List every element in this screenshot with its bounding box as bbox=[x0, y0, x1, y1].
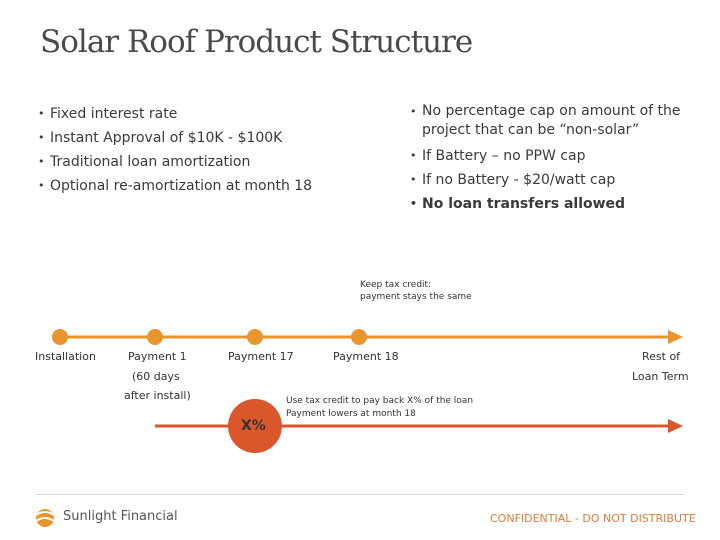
timeline-dot-payment-18 bbox=[351, 329, 367, 345]
timeline-label-rest-of: Rest of bbox=[642, 350, 681, 363]
page-title: Solar Roof Product Structure bbox=[40, 24, 473, 60]
bullet-re-amortization: Optional re-amortization at month 18 bbox=[38, 174, 312, 198]
timeline-label-payment-1: Payment 1 bbox=[128, 350, 187, 363]
payback-badge bbox=[228, 399, 282, 453]
bullet-amortization: Traditional loan amortization bbox=[38, 150, 312, 174]
timeline-dot-payment-1 bbox=[147, 329, 163, 345]
bullet-instant-approval: Instant Approval of $10K - $100K bbox=[38, 126, 312, 150]
left-bullet-list: Fixed interest rate Instant Approval of … bbox=[38, 102, 312, 198]
timeline-dot-installation bbox=[52, 329, 68, 345]
sunlight-logo-icon bbox=[35, 509, 55, 527]
payback-note-line-2: Payment lowers at month 18 bbox=[286, 409, 416, 419]
payback-note-line-1: Use tax credit to pay back X% of the loa… bbox=[286, 396, 474, 406]
timeline-label-installation: Installation bbox=[35, 350, 96, 363]
payback-percent-label: X% bbox=[241, 418, 266, 434]
bullet-no-battery-cap: If no Battery - $20/watt cap bbox=[410, 168, 712, 192]
timeline-note-payment-1-a: (60 days bbox=[132, 370, 180, 383]
timeline-label-payment-17: Payment 17 bbox=[228, 350, 294, 363]
timeline-label-loan-term: Loan Term bbox=[632, 370, 689, 383]
timeline-dot-payment-17 bbox=[247, 329, 263, 345]
sunlight-logo-text: Sunlight Financial bbox=[63, 509, 178, 524]
timeline-note-payment-1-b: after install) bbox=[124, 389, 191, 402]
bullet-fixed-rate: Fixed interest rate bbox=[38, 102, 312, 126]
payback-arrowhead bbox=[668, 419, 683, 433]
tax-credit-note-line-2: payment stays the same bbox=[360, 292, 472, 302]
bullet-non-solar-cap: No percentage cap on amount of the proje… bbox=[410, 102, 712, 140]
timeline-label-payment-18: Payment 18 bbox=[333, 350, 399, 363]
bullet-battery-ppw: If Battery – no PPW cap bbox=[410, 144, 712, 168]
confidential-notice: CONFIDENTIAL - DO NOT DISTRIBUTE bbox=[490, 512, 696, 525]
right-bullet-list: No percentage cap on amount of the proje… bbox=[410, 102, 712, 216]
footer-divider bbox=[36, 494, 684, 495]
timeline-arrowhead bbox=[668, 330, 683, 344]
bullet-no-transfers: No loan transfers allowed bbox=[410, 192, 712, 216]
tax-credit-note-line-1: Keep tax credit: bbox=[360, 280, 432, 290]
